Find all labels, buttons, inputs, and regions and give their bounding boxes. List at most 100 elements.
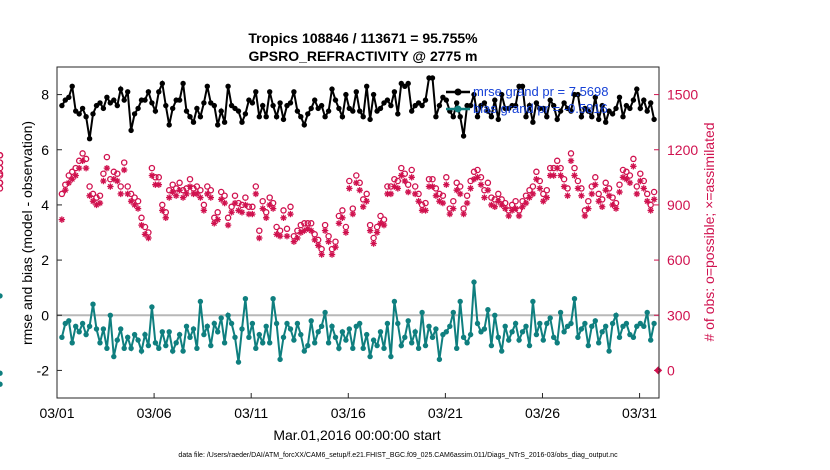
bias-point	[512, 320, 519, 327]
obs-assimilated-star	[422, 207, 429, 214]
obs-assimilated-star	[124, 190, 131, 198]
chart-title-line1: Tropics 108846 / 113671 = 95.755%	[248, 30, 478, 46]
data-file-footer: data file: /Users/raeder/DAI/ATM_forcXX/…	[178, 452, 618, 459]
bias-point	[585, 342, 591, 349]
obs-assimilated-star	[290, 238, 298, 245]
y-axis-label-left: rmse and bias (model - observation)	[19, 121, 35, 345]
obs-assimilated-point	[211, 220, 218, 227]
obs-possible-point	[100, 170, 107, 177]
obs-possible-point	[623, 168, 630, 176]
bias-point	[592, 318, 598, 324]
obs-assimilated-star	[283, 232, 291, 240]
rmse-point	[322, 114, 328, 120]
obs-possible-point	[450, 197, 457, 205]
obs-assimilated-star	[529, 190, 537, 198]
bias-point	[0, 293, 3, 299]
obs-possible-point	[204, 183, 211, 190]
obs-assimilated-star	[536, 185, 544, 192]
rmse-point	[325, 108, 332, 114]
obs-assimilated-point	[321, 227, 329, 234]
obs-assimilated-star	[179, 194, 187, 201]
bias-point	[131, 331, 138, 338]
obs-assimilated-point	[543, 194, 550, 201]
obs-possible-point	[242, 194, 249, 201]
bias-point	[599, 329, 605, 335]
bias-point	[256, 331, 262, 338]
obs-assimilated-point	[148, 172, 156, 179]
obs-possible-point	[114, 170, 121, 177]
obs-assimilated-star	[65, 179, 72, 187]
obs-assimilated-star	[117, 190, 124, 198]
obs-assimilated-star	[121, 166, 128, 174]
obs-possible-point	[256, 227, 263, 234]
obs-assimilated-point	[609, 201, 616, 209]
bias-point	[100, 326, 107, 332]
bias-point	[69, 340, 75, 346]
bias-point	[163, 342, 169, 349]
rmse-point	[599, 102, 605, 109]
bias-point	[530, 298, 536, 305]
bias-point	[450, 309, 456, 316]
legend-rmse-marker	[454, 88, 462, 96]
obs-assimilated-point	[623, 175, 630, 183]
obs-assimilated-point	[432, 192, 440, 199]
obs-assimilated-point	[96, 199, 104, 207]
obs-assimilated-point	[266, 201, 273, 209]
obs-assimilated-point	[467, 185, 474, 192]
obs-possible-point	[408, 166, 415, 174]
obs-assimilated-point	[162, 214, 169, 221]
rmse-point	[83, 114, 89, 120]
obs-possible-point	[186, 175, 194, 183]
obs-assimilated-star	[644, 198, 651, 205]
bias-point	[221, 340, 228, 346]
obs-assimilated-star	[176, 187, 183, 194]
obs-possible-point	[172, 185, 180, 192]
obs-assimilated-point	[224, 221, 232, 229]
obs-assimilated-star	[574, 185, 582, 192]
rmse-point	[575, 91, 581, 98]
obs-possible-point	[637, 170, 644, 177]
obs-possible-point	[585, 197, 592, 205]
rmse-point	[114, 102, 121, 109]
obs-assimilated-point	[557, 172, 564, 179]
obs-assimilated-point	[391, 183, 398, 190]
bias-point	[273, 320, 280, 327]
obs-assimilated-point	[436, 198, 443, 205]
bias-point	[90, 301, 96, 307]
obs-assimilated-star	[512, 205, 519, 212]
obs-assimilated-star	[474, 174, 481, 181]
rmse-point	[523, 114, 529, 120]
bias-point	[59, 334, 65, 340]
rmse-point	[578, 114, 585, 120]
bias-point	[464, 340, 470, 346]
bias-point	[194, 345, 200, 351]
obs-assimilated-point	[644, 198, 651, 205]
obs-assimilated-star	[467, 185, 474, 192]
obs-assimilated-point	[491, 203, 499, 210]
obs-assimilated-point	[235, 207, 242, 214]
rmse-point	[419, 102, 425, 109]
rmse-point	[339, 114, 346, 120]
y-right-tick-label: 900	[667, 197, 691, 213]
rmse-point	[135, 105, 141, 112]
obs-assimilated-star	[207, 194, 214, 201]
obs-assimilated-point	[318, 251, 325, 258]
obs-assimilated-point	[276, 232, 284, 240]
rmse-point	[128, 127, 134, 134]
obs-possible-point	[567, 150, 575, 157]
obs-assimilated-point	[377, 220, 384, 227]
rmse-point	[353, 89, 359, 95]
obs-assimilated-star	[522, 199, 530, 207]
bias-point	[118, 326, 124, 332]
obs-assimilated-star	[110, 175, 118, 183]
obs-possible-point	[602, 179, 609, 187]
obs-assimilated-point	[89, 198, 97, 205]
rmse-point	[166, 122, 172, 128]
bias-point	[190, 326, 197, 332]
rmse-point	[131, 111, 138, 117]
obs-possible-point	[443, 174, 450, 181]
rmse-point	[287, 100, 294, 106]
obs-assimilated-star	[553, 164, 561, 172]
bias-point	[405, 318, 411, 324]
obs-assimilated-star	[408, 174, 415, 181]
